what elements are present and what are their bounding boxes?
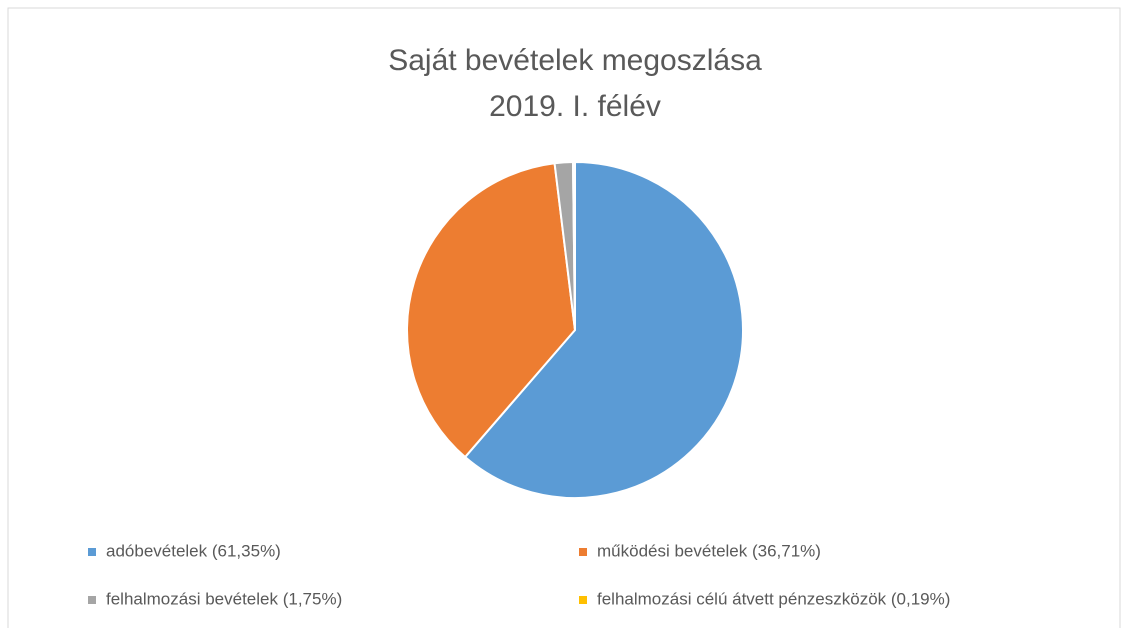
legend-label: felhalmozási bevételek (1,75%) xyxy=(106,589,342,608)
legend-label: felhalmozási célú átvett pénzeszközök (0… xyxy=(597,589,950,608)
legend-swatch xyxy=(579,596,587,604)
legend-swatch xyxy=(88,548,96,556)
chart-title: Saját bevételek megoszlása xyxy=(388,44,762,77)
legend-swatch xyxy=(579,548,587,556)
legend-label: adóbevételek (61,35%) xyxy=(106,541,281,560)
pie-slice xyxy=(406,162,577,459)
legend-label: működési bevételek (36,71%) xyxy=(597,541,821,560)
chart-subtitle: 2019. I. félév xyxy=(489,90,661,123)
pie-slice xyxy=(463,160,744,499)
pie-slice xyxy=(571,160,576,331)
legend-swatch xyxy=(88,596,96,604)
